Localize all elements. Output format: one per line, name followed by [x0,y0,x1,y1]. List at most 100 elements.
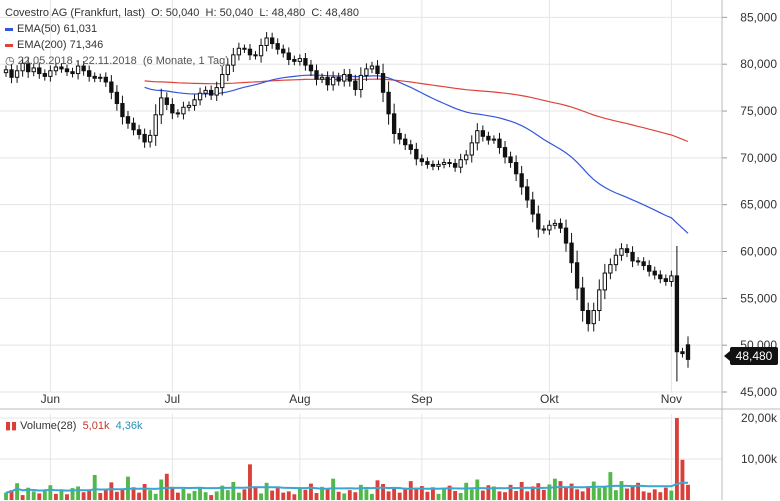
volume-bar [220,485,225,500]
price-axis: 45,00050,00055,00060,00065,00070,00075,0… [721,0,777,500]
candle-body [458,159,463,168]
volume-bar [486,485,491,500]
y-tick-label: 65,000 [740,198,777,212]
volume-bar [198,487,203,500]
volume-bar [114,491,119,500]
volume-bar [137,492,142,500]
candle-body [231,54,236,66]
legend-ema200: EMA(200) 71,346 [5,38,103,52]
candle-body [269,37,275,45]
x-tick-label: Nov [661,392,682,406]
volume-bar [408,481,413,500]
candle-body [558,222,563,229]
candle-body [92,75,97,79]
candle-body [153,114,158,136]
y-tick-label: 70,000 [740,151,777,165]
candle-body [552,222,558,226]
candle-body [414,148,419,160]
candle-body [42,73,47,77]
candle-body [75,65,81,75]
volume-bar [663,487,668,500]
candle-body [314,70,319,80]
volume-bar [641,491,646,500]
clock-icon: ◷ [5,55,15,67]
volume-bar [686,484,690,500]
candle-body [613,254,619,266]
volume-bar [453,490,458,500]
candle-body [541,228,547,231]
volume-bar [15,483,20,500]
candle-body [203,89,208,94]
candle-body [519,173,524,188]
time-axis: Jun Jul Aug Sep Okt Nov [0,392,780,410]
volume-bar [564,487,568,500]
candle-body [386,91,391,115]
period-row: ◷ 22.05.2018 - 22.11.2018 (6 Monate, 1 T… [5,54,229,68]
candle-body [281,48,286,54]
candle-body [258,44,264,57]
volume-bar [625,488,629,500]
candle-body [275,43,280,50]
volume-bar [320,486,324,500]
volume-bar [248,464,252,500]
volume-label: Volume(28) [20,420,77,432]
volume-bar [586,486,591,500]
candle-body [685,344,691,360]
candle-body [602,272,607,291]
volume-bar [569,483,574,500]
volume-bar [331,478,336,500]
ohlc-readout: O: 50,040 H: 50,040 L: 48,480 C: 48,480 [151,7,360,19]
candle-body [403,138,408,146]
volume-bar [503,492,507,500]
volume-bar [370,493,374,500]
volume-bar [20,495,25,500]
volume-bar [148,490,153,500]
candle-body [220,73,225,89]
volume-bar [541,489,546,500]
candle-body [591,310,596,325]
candle-body [491,138,497,141]
volume-bar [613,490,618,500]
ema200-swatch [5,43,13,47]
volume-bar [131,487,136,500]
volume-bar [275,488,280,500]
ema200-line [144,78,689,143]
volume-bar [464,482,469,500]
volume-bar [491,486,496,500]
candle-body [214,87,219,96]
volume-bar [381,484,385,500]
candle-body [674,275,680,353]
candle-body [170,103,175,114]
candle-body [142,133,147,143]
candle-body [247,48,253,56]
y-tick-label: 75,000 [740,104,777,118]
candle-body [441,162,447,165]
candle-body [225,64,230,75]
candle-body [147,134,153,143]
volume-bar [142,484,147,500]
volume-bar [120,489,125,500]
candle-body [630,251,635,262]
candle-body [37,67,42,75]
candle-body [580,287,585,312]
volume-bar [353,492,358,500]
volume-bar [292,494,297,500]
candle-body [120,103,125,118]
candle-body [436,163,441,167]
volume-bar [181,488,186,500]
candle-body [508,156,513,164]
volume-bar [286,491,291,500]
volume-bar [214,491,219,500]
candle-body [647,265,652,272]
volume-bar [480,490,485,500]
chart-title-row: Covestro AG (Frankfurt, last) O: 50,040 … [5,6,359,20]
candle-body [408,144,413,150]
volume-bar [170,486,175,500]
candle-body [181,106,186,115]
volume-bar [76,486,81,500]
volume-bar [264,482,269,500]
volume-bar [508,484,513,500]
candle-body [53,66,59,72]
candle-body [70,71,75,75]
volume-bar [358,484,363,500]
